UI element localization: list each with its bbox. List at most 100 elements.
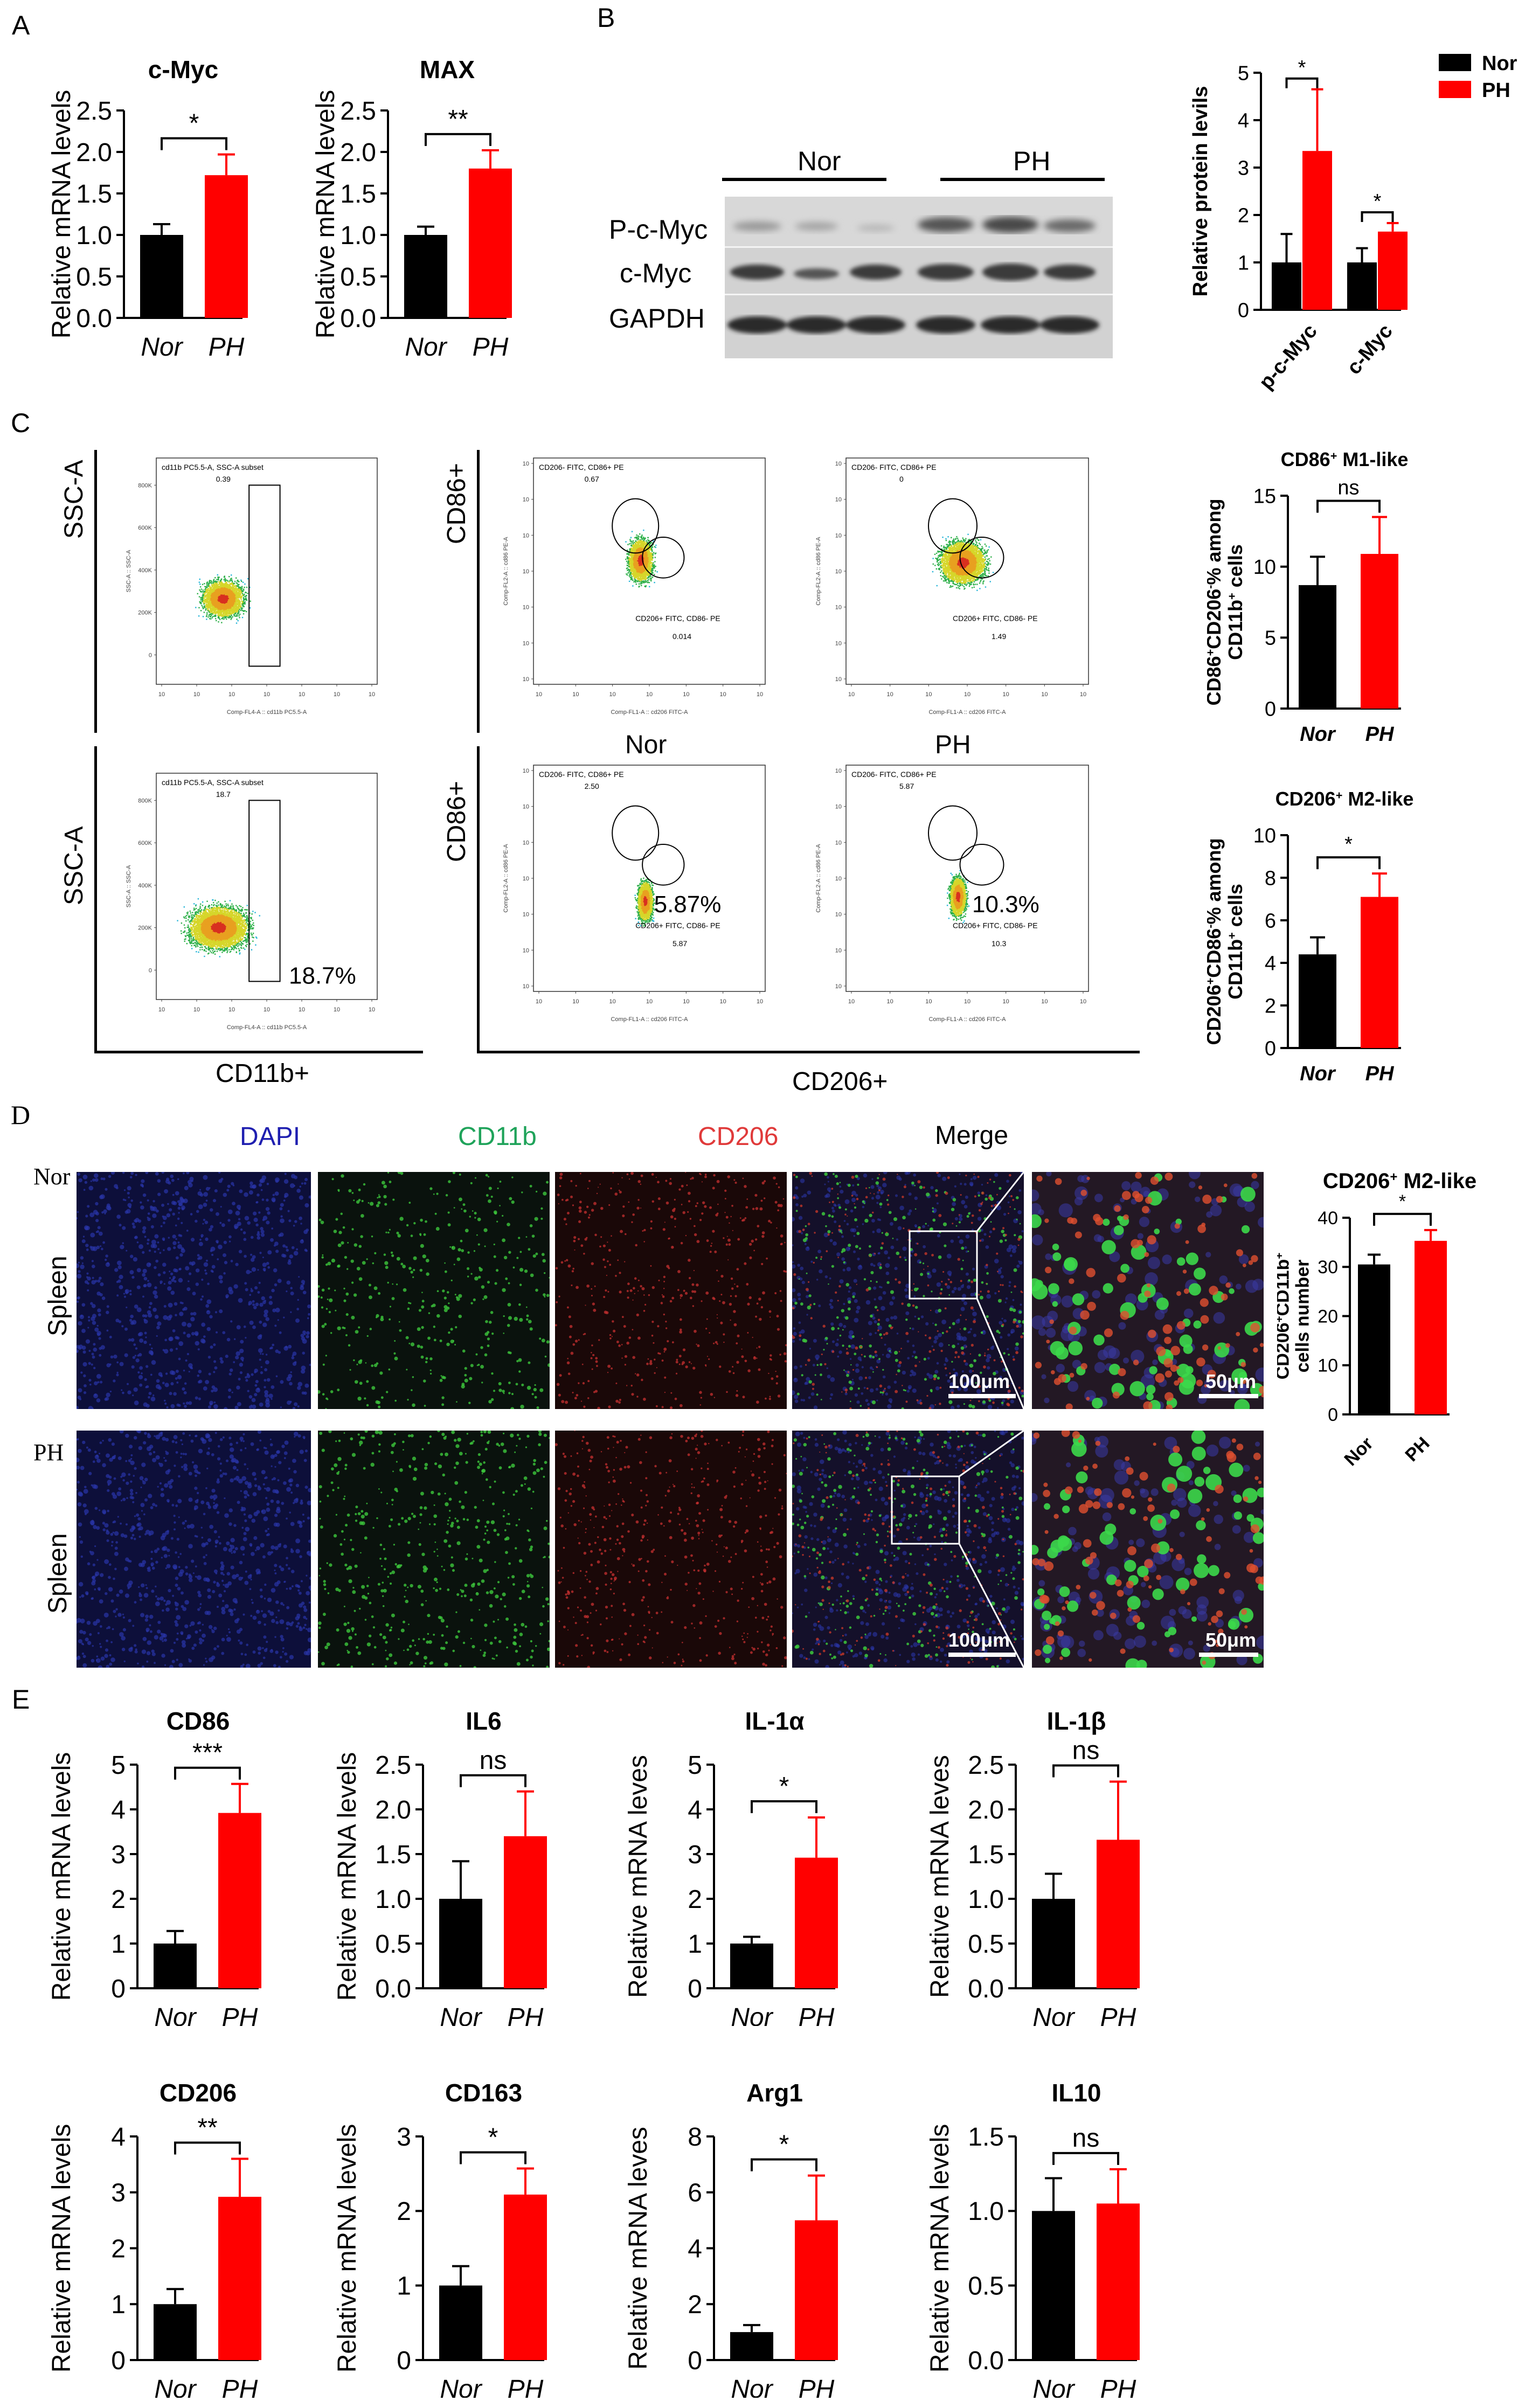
chart-title: CD86 xyxy=(167,1707,230,1735)
gate-title: CD206- FITC, CD86+ PE xyxy=(539,770,624,779)
significance-label: * xyxy=(779,2131,789,2159)
bar xyxy=(1347,262,1377,310)
blot-group-nor: Nor xyxy=(798,145,841,177)
panel-label-a: A xyxy=(12,10,30,41)
micro-cd206-nor xyxy=(555,1172,787,1409)
x-tick-label: Nor xyxy=(440,2003,482,2026)
scale-label: 50μm xyxy=(1205,1370,1256,1393)
y-tick-label: 1 xyxy=(688,1930,702,1959)
y-axis-label: Relative protein levils xyxy=(1191,86,1212,297)
gate-ellipse xyxy=(642,844,685,886)
y-tick-label: 0.5 xyxy=(375,1930,411,1959)
y-tick-label: 0 xyxy=(1328,1405,1338,1425)
bar xyxy=(1361,553,1398,709)
significance-label: * xyxy=(1399,1191,1406,1212)
significance-bracket xyxy=(751,1800,817,1813)
bar xyxy=(1097,2203,1140,2360)
y-tick-label: 3 xyxy=(111,2179,126,2208)
x-tick-label: PH xyxy=(1100,2003,1136,2026)
x-tick-label: Nor xyxy=(1300,723,1336,746)
significance-bracket xyxy=(174,1766,241,1780)
micro-cd11b-ph xyxy=(318,1431,550,1668)
y-tick-label: 2.0 xyxy=(340,138,376,167)
y-tick-label: 8 xyxy=(1265,867,1276,890)
y-tick-label: 2 xyxy=(1238,204,1249,227)
svg-text:SSC-A :: SSC-A: SSC-A :: SSC-A xyxy=(126,550,132,593)
significance-bracket xyxy=(460,1774,526,1787)
gate-value: 5.87 xyxy=(899,782,914,790)
chart-il6-mrna: IL6 0.0 0.5 1.0 1.5 2.0 2.5 Relative mRNA level… xyxy=(334,1707,547,2026)
tissue-label: Spleen xyxy=(43,1533,73,1614)
y-tick-label: 20 xyxy=(1318,1306,1338,1327)
y-tick-label: 10 xyxy=(1253,556,1276,579)
x-tick-label: Nor xyxy=(440,2375,482,2398)
row-label-nor: Nor xyxy=(33,1163,70,1190)
y-axis-label: CD86+CD206-% amongCD11b+ cells xyxy=(1207,499,1246,706)
flow-cytometry: SSC-A SSC-A CD86+ CD86+ CD11b+ CD206+ No… xyxy=(0,431,1186,1096)
bar xyxy=(1302,151,1332,310)
svg-text:200K: 200K xyxy=(138,610,152,616)
significance-bracket xyxy=(1285,77,1319,88)
gate-percent: 5.87% xyxy=(654,891,722,918)
bar xyxy=(154,2304,197,2360)
y-tick-label: 3 xyxy=(111,1841,126,1869)
significance-label: * xyxy=(1374,190,1382,213)
gate-title: cd11b PC5.5-A, SSC-A subset xyxy=(162,778,264,787)
blot-group-ph: PH xyxy=(1013,145,1050,177)
x-tick-label: p-c-Myc xyxy=(1254,320,1321,394)
y-tick-label: 15 xyxy=(1253,485,1276,508)
x-tick-label: PH xyxy=(508,2003,544,2026)
bar xyxy=(1032,2211,1075,2360)
y-tick-label: 0.0 xyxy=(375,1975,411,2003)
panel-label-d: D xyxy=(11,1099,30,1130)
y-tick-label: 0.5 xyxy=(968,2272,1004,2300)
y-tick-label: 0 xyxy=(111,1975,126,2003)
y-tick-label: 1.0 xyxy=(340,221,376,250)
chart-title: IL-1α xyxy=(745,1707,804,1735)
x-tick-label: Nor xyxy=(141,333,183,362)
scale-bar xyxy=(1199,1653,1258,1657)
y-tick-label: 30 xyxy=(1318,1257,1338,1278)
chart-il1b-mrna: IL-1β 0.0 0.5 1.0 1.5 2.0 2.5 Relative mRNA lev… xyxy=(927,1707,1140,2026)
y-tick-label: 0 xyxy=(1238,299,1249,322)
row-label-ssc: SSC-A xyxy=(59,460,89,539)
y-tick-label: 1.5 xyxy=(968,2123,1004,2152)
significance-label: * xyxy=(779,1772,789,1801)
zoom-box xyxy=(891,1475,960,1545)
y-tick-label: 2 xyxy=(111,1885,126,1914)
row-label-cd86: CD86+ xyxy=(442,463,472,544)
y-tick-label: 8 xyxy=(688,2123,702,2152)
y-axis-label: Relative mRNA levels xyxy=(313,90,340,338)
svg-text:800K: 800K xyxy=(138,482,152,489)
bar xyxy=(218,2197,261,2360)
y-axis-label: Relative mRNA leves xyxy=(625,1755,653,1998)
y-tick-label: 10 xyxy=(1253,824,1276,847)
scale-bar xyxy=(948,1653,1016,1657)
gate-value: 10.3 xyxy=(992,939,1006,948)
chart-cd86-mrna: CD86 0 1 2 3 4 5 Relative mRNA levels Nor PH *** xyxy=(48,1707,261,2026)
tissue-label: Spleen xyxy=(43,1256,73,1336)
significance-label: ns xyxy=(1072,2124,1100,2153)
chart-cd206-m2-like-flow: CD206+ M2-like 0 2 4 6 8 10 CD206+CD86-% amongC… xyxy=(1207,788,1413,1085)
y-tick-label: 2.0 xyxy=(76,138,112,167)
bar xyxy=(439,1899,482,1988)
bar xyxy=(1358,1264,1390,1414)
bar xyxy=(1299,954,1336,1048)
gate-title: cd11b PC5.5-A, SSC-A subset xyxy=(162,463,264,471)
scale-bar xyxy=(948,1394,1016,1398)
y-tick-label: 0.0 xyxy=(76,304,112,333)
y-tick-label: 2.5 xyxy=(340,97,376,126)
significance-label: * xyxy=(488,2123,498,2152)
svg-text:0: 0 xyxy=(149,652,152,658)
chart-il10-mrna: IL10 0.0 0.5 1.0 1.5 Relative mRNA levels Nor P… xyxy=(927,2079,1140,2398)
chart-title: c-Myc xyxy=(148,55,218,84)
micro-cd11b-nor xyxy=(318,1172,550,1409)
gate-value: 0.67 xyxy=(585,475,599,483)
blot-image xyxy=(725,197,1113,358)
blot-nor-bar xyxy=(722,178,886,181)
significance-bracket xyxy=(425,133,491,146)
